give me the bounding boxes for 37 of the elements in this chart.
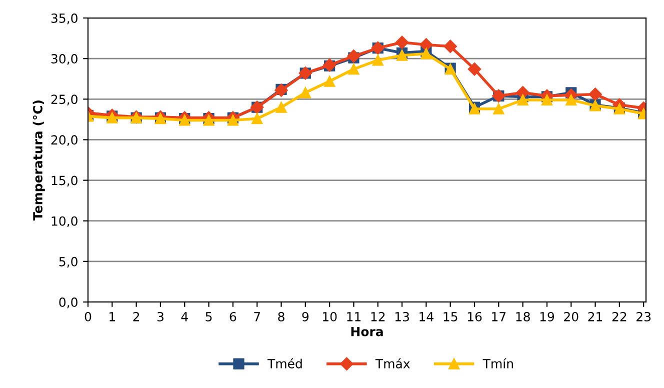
y-tick-label: 30,0 [51,54,78,65]
x-tick-label: 15 [444,312,458,322]
x-tick-label: 21 [588,312,602,322]
x-tick-label: 7 [254,312,260,322]
legend-label: Tmín [482,358,513,368]
x-tick-label: 17 [492,312,506,322]
x-tick-label: 14 [420,312,434,322]
x-tick-label: 8 [278,312,284,322]
legend-label: Tméd [267,358,302,368]
y-tick-label: 25,0 [51,94,78,106]
x-tick-label: 3 [157,312,164,322]
legend-label: Tmáx [375,358,410,368]
x-tick-label: 18 [516,312,530,322]
y-tick-label: 35,0 [51,13,78,24]
x-tick-label: 2 [133,312,140,322]
x-tick-label: 19 [540,312,554,322]
x-tick-label: 9 [302,312,308,322]
y-axis-title: Temperatura (°C) [32,100,45,220]
x-axis-title: Hora [351,326,383,336]
y-tick-label: 5,0 [59,256,78,268]
y-tick-label: 10,0 [52,216,78,228]
y-tick-label: 0,0 [59,297,78,308]
x-tick-label: 22 [612,312,626,322]
x-tick-label: 12 [371,312,385,322]
x-tick-label: 10 [322,312,337,322]
x-tick-label: 16 [468,312,482,322]
y-tick-label: 15,0 [52,176,78,186]
x-tick-label: 13 [395,312,409,322]
x-tick-label: 11 [347,312,361,322]
y-tick-label: 20,0 [51,135,78,146]
x-tick-label: 23 [636,312,651,322]
x-tick-label: 1 [110,312,115,322]
x-tick-label: 20 [564,312,578,322]
x-tick-label: 5 [206,312,212,322]
x-tick-label: 4 [181,312,188,322]
x-tick-label: 0 [84,312,92,322]
x-tick-label: 6 [230,312,236,322]
